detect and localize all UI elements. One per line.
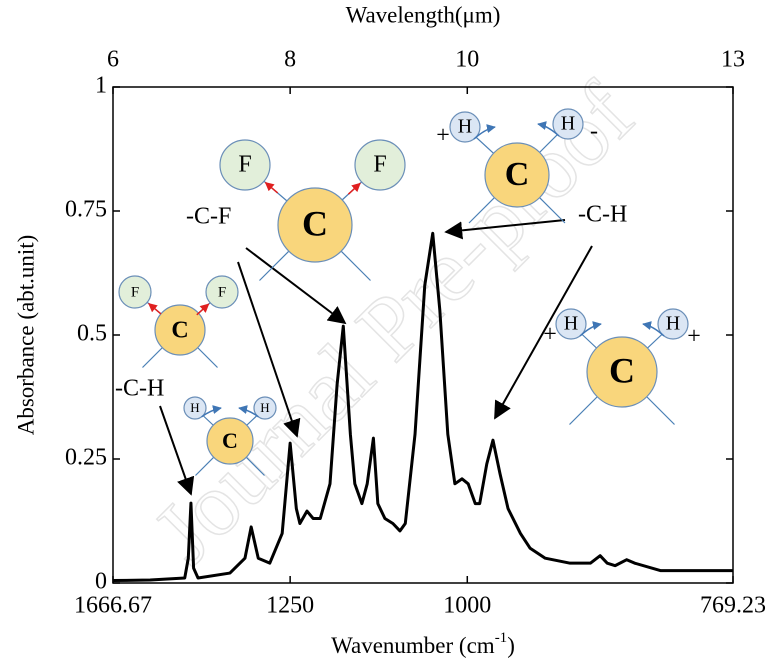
- atom-label: F: [238, 152, 251, 178]
- atom-label: F: [373, 152, 386, 178]
- annotation: -C-F: [186, 204, 231, 230]
- carbon-atom: [586, 336, 658, 408]
- motion-arrow: [537, 121, 560, 137]
- carbon-atom: [154, 304, 206, 356]
- atom: [205, 275, 239, 309]
- carbon-label: C: [609, 350, 635, 390]
- carbon-label: C: [505, 156, 530, 193]
- top-tick-label: 13: [721, 47, 745, 73]
- bottom-tick-label: 1250: [266, 593, 314, 619]
- atom-label: F: [218, 284, 226, 300]
- bottom-tick-label: 769.23: [700, 593, 766, 619]
- motion-arrow: [347, 182, 361, 195]
- charge-sign: -: [590, 119, 598, 145]
- arrow: [245, 247, 347, 325]
- motion-arrow: [642, 321, 665, 337]
- atom: [555, 308, 587, 340]
- arrow: [494, 245, 593, 420]
- carbon-label: C: [171, 318, 188, 344]
- atom: [449, 111, 481, 143]
- motion-arrow: [579, 321, 602, 337]
- label-text: Wavenumber (cm: [331, 633, 495, 658]
- y-axis-label: Absorbance (abt.unit): [13, 235, 38, 436]
- atom-label: H: [260, 400, 269, 415]
- annotation: -C-H: [578, 202, 627, 228]
- atom-label: H: [561, 113, 575, 135]
- plot-layer: [112, 231, 733, 583]
- y-tick-label: 1: [95, 73, 107, 99]
- top-tick-label: 10: [455, 47, 479, 73]
- bond: [259, 250, 290, 281]
- y-tick-label: 0.75: [65, 197, 107, 223]
- bond: [197, 347, 218, 368]
- label-sup: -1: [495, 630, 508, 646]
- top-tick-label: 8: [284, 47, 296, 73]
- arrow: [159, 405, 195, 496]
- atom-label: H: [190, 400, 199, 415]
- atom-label: H: [666, 313, 680, 335]
- y-tick-label: 0.5: [77, 321, 107, 347]
- carbon-label: C: [222, 428, 238, 453]
- bond: [245, 456, 265, 476]
- carbon-atom: [484, 142, 550, 208]
- charge-sign: +: [687, 324, 701, 350]
- atom: [657, 308, 689, 340]
- spectrum-line: [112, 231, 733, 583]
- bond: [340, 250, 371, 281]
- motion-arrow: [238, 405, 259, 418]
- atom-label: H: [458, 116, 472, 138]
- bond: [569, 396, 598, 425]
- atom-label: F: [131, 284, 139, 300]
- bond: [468, 196, 496, 224]
- motion-arrow: [148, 303, 162, 315]
- carbon-atom: [206, 417, 254, 465]
- y-tick-label: 0.25: [65, 445, 107, 471]
- label-end: ): [507, 633, 515, 658]
- carbon-label: C: [302, 203, 328, 243]
- top-tick-label: 6: [107, 47, 119, 73]
- arrow: [237, 261, 301, 438]
- charge-sign: +: [436, 123, 450, 149]
- atom: [219, 139, 271, 191]
- motion-arrow: [201, 405, 222, 418]
- motion-arrow: [473, 124, 496, 140]
- atom: [253, 396, 277, 420]
- bond: [142, 347, 163, 368]
- atom: [118, 275, 152, 309]
- atom-label: H: [564, 313, 578, 335]
- carbon-atom: [277, 187, 353, 263]
- atom: [552, 108, 584, 140]
- arrow: [444, 219, 566, 240]
- arrows: [159, 219, 593, 496]
- bottom-axis-label: Wavenumber (cm-1): [331, 630, 515, 658]
- motion-arrow: [264, 181, 279, 194]
- motion-arrow: [196, 303, 210, 316]
- atom: [354, 139, 406, 191]
- top-axis-label: Wavelength(μm): [346, 2, 501, 27]
- charge-sign: +: [543, 322, 557, 348]
- bond: [538, 196, 566, 224]
- bond: [195, 456, 215, 476]
- bottom-tick-label: 1666.67: [74, 593, 152, 619]
- annotation: -C-H: [115, 376, 164, 402]
- atom: [183, 396, 207, 420]
- y-tick-label: 0: [95, 569, 107, 595]
- bottom-tick-label: 1000: [443, 593, 491, 619]
- bond: [646, 396, 675, 425]
